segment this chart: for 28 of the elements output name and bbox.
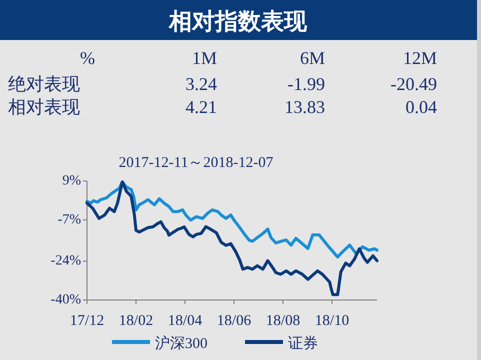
y-tick-label: -24%	[50, 254, 82, 269]
x-tick-label: 17/12	[70, 313, 104, 329]
x-tick-label: 18/06	[216, 313, 252, 329]
line-series	[86, 180, 378, 259]
data-label: 13.83	[284, 97, 325, 117]
data-label: -20.49	[390, 74, 437, 94]
text: 相对指数表现	[168, 9, 308, 34]
category-label: 12M	[402, 48, 437, 68]
category-label: 1M	[192, 48, 217, 68]
x-tick-label: 18/10	[314, 313, 350, 329]
data-label: 0.04	[406, 97, 437, 117]
chart-title: 2017-12-11～2018-12-07	[118, 155, 274, 171]
legend-label: 相对表现	[8, 97, 80, 117]
legend-label: 沪深300	[155, 335, 208, 352]
category-label: 6M	[300, 48, 325, 68]
text: %	[80, 48, 95, 68]
line-series	[86, 180, 378, 296]
y-tick-label: -40%	[50, 292, 82, 308]
legend-label: 绝对表现	[8, 74, 80, 94]
data-label: 3.24	[186, 74, 217, 94]
x-tick-label: 18/04	[168, 313, 203, 329]
data-label: 4.21	[186, 97, 217, 117]
x-tick-label: 18/08	[266, 313, 300, 329]
legend-label: 证券	[288, 335, 318, 352]
x-tick-label: 18/02	[118, 313, 154, 329]
data-label: -1.99	[288, 74, 325, 94]
y-tick-label: 9%	[62, 174, 82, 188]
y-tick-label: -7%	[58, 212, 82, 228]
